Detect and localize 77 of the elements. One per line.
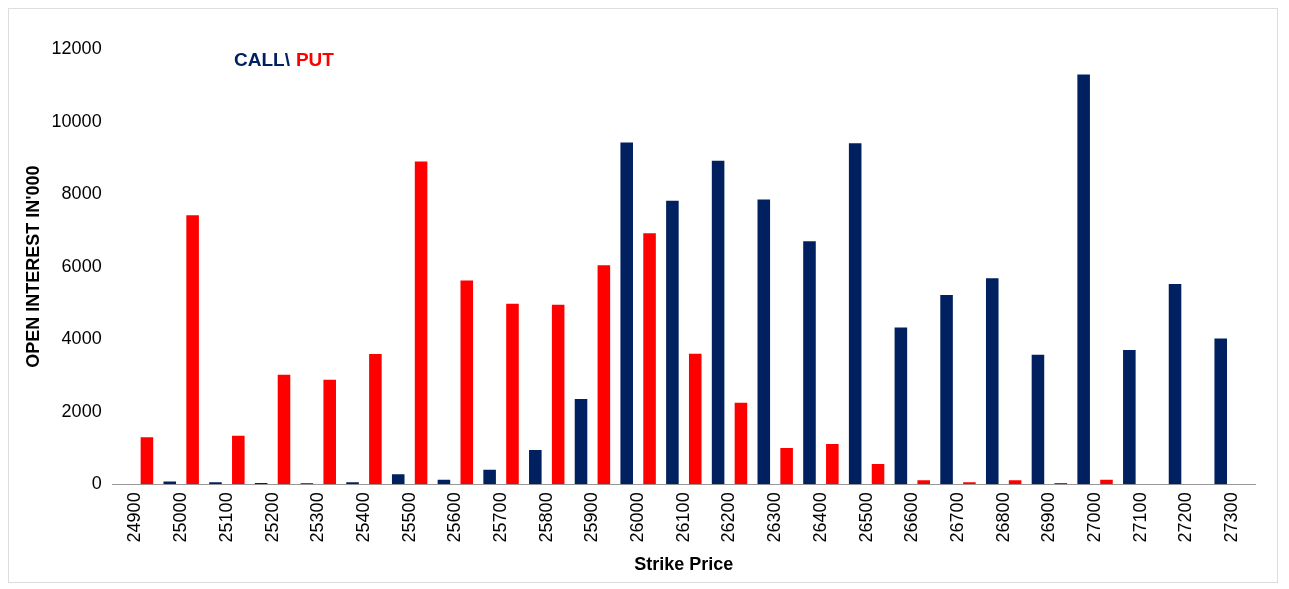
bar bbox=[1168, 284, 1182, 485]
bar bbox=[871, 464, 885, 485]
x-tick-label: 26000 bbox=[627, 492, 648, 543]
bar bbox=[826, 444, 839, 485]
bar bbox=[460, 280, 474, 485]
bar bbox=[803, 241, 816, 485]
bar bbox=[940, 294, 953, 485]
bar bbox=[666, 200, 679, 485]
bar bbox=[1031, 354, 1045, 485]
bar bbox=[506, 303, 519, 485]
x-tick-label: 25300 bbox=[307, 492, 328, 543]
x-tick-label: 26300 bbox=[764, 492, 785, 543]
bar bbox=[391, 474, 405, 485]
bar bbox=[711, 160, 725, 485]
y-tick-label: 4000 bbox=[61, 328, 102, 349]
x-tick-label: 26100 bbox=[672, 492, 693, 543]
x-tick-label: 26600 bbox=[901, 492, 922, 543]
bar bbox=[688, 353, 702, 485]
y-tick-label: 8000 bbox=[61, 183, 102, 204]
x-tick-label: 27200 bbox=[1175, 492, 1196, 543]
bar bbox=[1008, 480, 1022, 485]
bar bbox=[140, 437, 154, 485]
bar bbox=[574, 399, 588, 485]
bar bbox=[643, 233, 656, 485]
y-tick-label: 6000 bbox=[61, 255, 102, 276]
x-tick-label: 25500 bbox=[398, 492, 419, 543]
bar bbox=[529, 449, 542, 485]
bar bbox=[209, 482, 222, 485]
bar bbox=[1214, 338, 1228, 485]
x-tick-label: 25100 bbox=[215, 492, 236, 543]
bar bbox=[848, 143, 862, 485]
bar bbox=[369, 354, 382, 485]
bar bbox=[734, 402, 748, 485]
x-tick-label: 25000 bbox=[170, 492, 191, 543]
y-tick-label: 2000 bbox=[61, 400, 102, 421]
x-tick-label: 25400 bbox=[352, 492, 373, 543]
x-tick-label: 26200 bbox=[718, 492, 739, 543]
bar bbox=[483, 469, 496, 485]
x-axis-title: Strike Price bbox=[634, 554, 734, 575]
x-tick-label: 24900 bbox=[124, 492, 145, 543]
bar bbox=[985, 278, 999, 485]
x-tick-label: 27300 bbox=[1221, 492, 1242, 543]
text: CALL\ bbox=[234, 49, 290, 70]
x-tick-label: 25200 bbox=[261, 492, 282, 543]
bar bbox=[277, 374, 291, 485]
y-tick-label: 12000 bbox=[51, 37, 102, 58]
bar bbox=[780, 448, 793, 485]
y-tick-label: 10000 bbox=[51, 110, 102, 131]
x-tick-label: 25700 bbox=[490, 492, 511, 543]
x-tick-label: 27100 bbox=[1129, 492, 1150, 543]
bar bbox=[597, 265, 611, 485]
x-tick-label: 26800 bbox=[992, 492, 1013, 543]
bar bbox=[232, 435, 245, 485]
bar bbox=[551, 304, 565, 485]
y-axis-title: OPEN INTEREST IN'000 bbox=[22, 165, 43, 368]
x-tick-label: 26500 bbox=[855, 492, 876, 543]
bar bbox=[346, 482, 359, 485]
bar bbox=[963, 482, 976, 485]
bar bbox=[414, 161, 428, 485]
text: PUT bbox=[295, 49, 334, 70]
bar bbox=[323, 379, 336, 485]
x-tick-label: 25600 bbox=[444, 492, 465, 543]
x-tick-label: 26900 bbox=[1038, 492, 1059, 543]
y-tick-label: 0 bbox=[91, 473, 102, 494]
bar bbox=[1123, 350, 1136, 485]
bar bbox=[163, 481, 177, 485]
bar bbox=[757, 199, 771, 485]
bar bbox=[894, 327, 908, 485]
x-tick-label: 26700 bbox=[946, 492, 967, 543]
bar bbox=[917, 480, 930, 485]
x-tick-label: 25800 bbox=[535, 492, 556, 543]
bar bbox=[186, 215, 199, 485]
x-tick-label: 25900 bbox=[581, 492, 602, 543]
bar bbox=[620, 142, 633, 485]
x-tick-label: 26400 bbox=[809, 492, 830, 543]
x-tick-label: 27000 bbox=[1084, 492, 1105, 543]
bar bbox=[1077, 74, 1090, 485]
